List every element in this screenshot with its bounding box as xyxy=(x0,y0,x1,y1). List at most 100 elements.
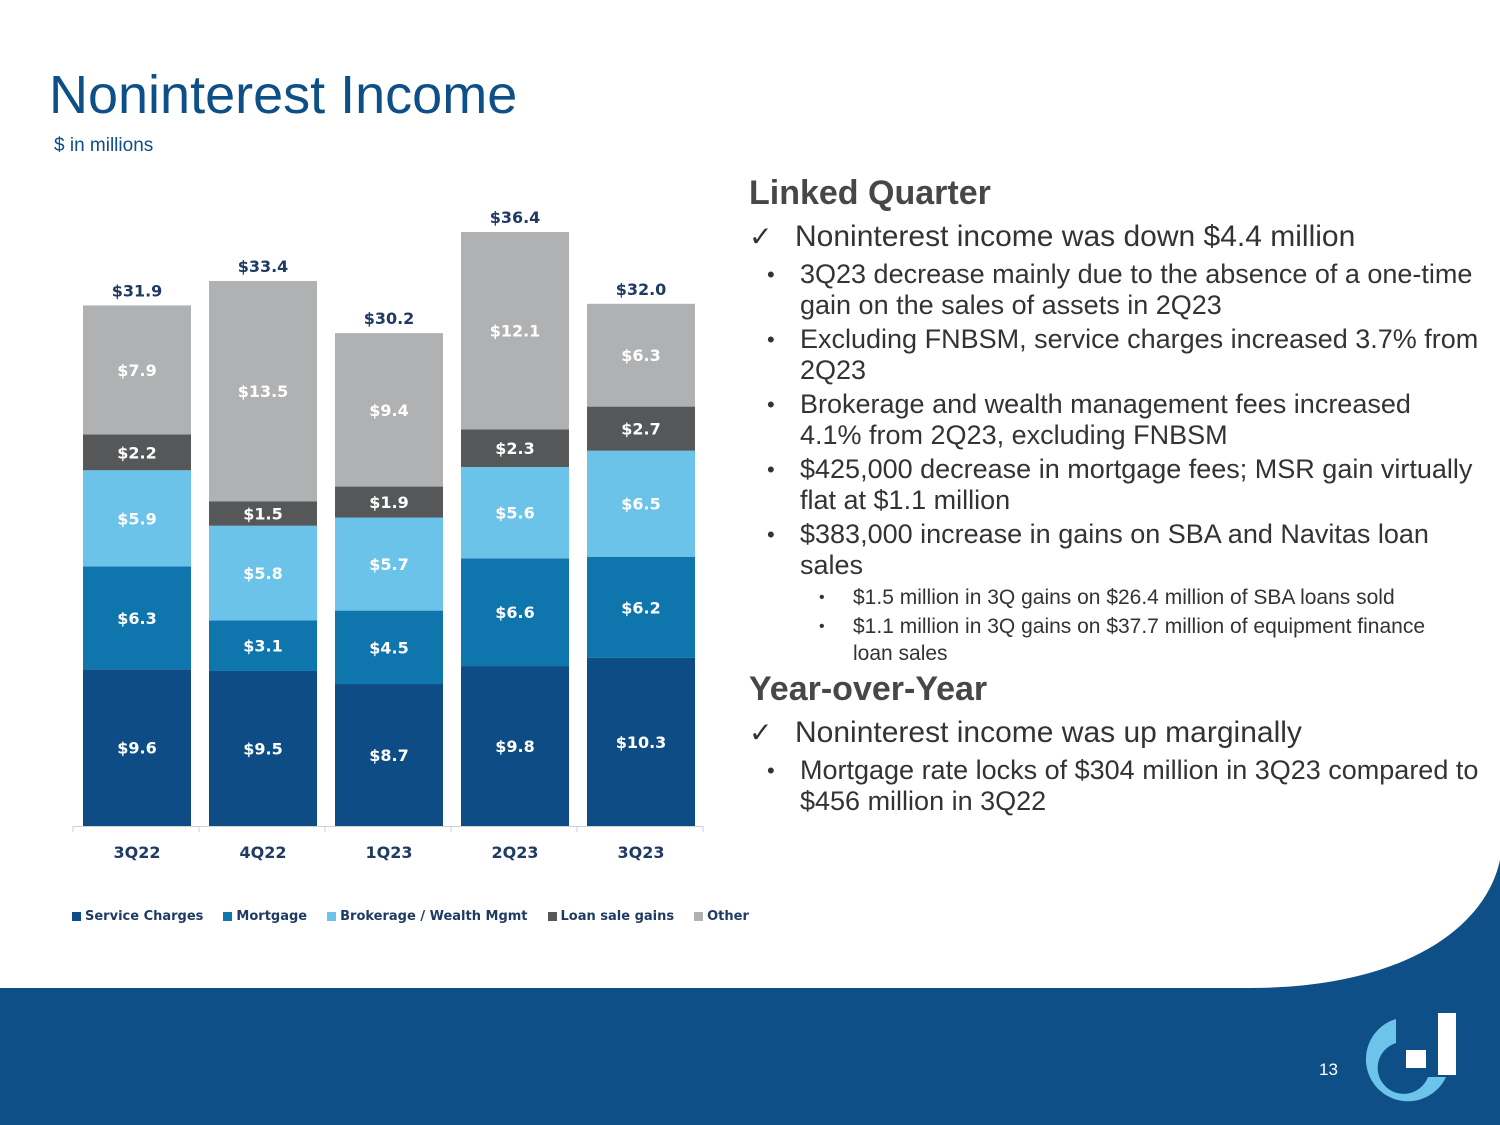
bar-segment-mortgage xyxy=(209,620,317,671)
bar-segment-brokerage-wealth-mgmt xyxy=(83,470,191,567)
data-label: $4.5 xyxy=(369,638,408,657)
logo-accent xyxy=(1406,1050,1426,1068)
linked-quarter-check: ✓ Noninterest income was down $4.4 milli… xyxy=(749,220,1479,255)
data-label: $3.1 xyxy=(243,637,282,656)
bullet-item: • Mortgage rate locks of $304 million in … xyxy=(749,755,1479,817)
data-label: $9.8 xyxy=(495,737,534,756)
footer-band xyxy=(0,860,1500,1125)
legend-item: Mortgage xyxy=(223,909,307,924)
bullet-icon: • xyxy=(767,757,775,783)
bar-segment-other xyxy=(461,232,569,430)
x-tick-label: 2Q23 xyxy=(492,843,539,862)
x-tick-label: 3Q22 xyxy=(114,843,161,862)
bar-segment-service-charges xyxy=(335,684,443,826)
data-label: $13.5 xyxy=(238,382,289,401)
data-label: $5.9 xyxy=(117,509,156,528)
bullet-item: • 3Q23 decrease mainly due to the absence… xyxy=(749,259,1479,321)
bullet-text: $383,000 increase in gains on SBA and Na… xyxy=(800,518,1429,580)
legend-label: Mortgage xyxy=(236,909,308,924)
checkmark-icon: ✓ xyxy=(749,221,773,253)
data-label: $5.6 xyxy=(495,504,534,523)
data-label: $12.1 xyxy=(490,322,541,341)
bullet-item: • $383,000 increase in gains on SBA and N… xyxy=(749,519,1479,581)
data-label: $5.7 xyxy=(369,555,408,574)
page-subtitle: $ in millions xyxy=(54,135,154,156)
bullet-icon: • xyxy=(767,261,775,287)
data-label: $2.3 xyxy=(495,439,534,458)
linked-quarter-check-text: Noninterest income was down $4.4 million xyxy=(795,220,1356,254)
bullet-icon: • xyxy=(767,456,775,482)
bullet-item: • $425,000 decrease in mortgage fees; MSR… xyxy=(749,454,1479,516)
legend-swatch xyxy=(694,912,704,921)
chart-legend: Service Charges Mortgage Brokerage / Wealt… xyxy=(72,909,749,924)
legend-label: Other xyxy=(707,909,749,924)
data-label: $7.9 xyxy=(117,361,156,380)
sub-bullet-item: • $1.1 million in 3Q gains on $37.7 milli… xyxy=(749,613,1453,667)
data-label: $6.5 xyxy=(621,495,660,514)
data-label: $6.3 xyxy=(117,609,156,628)
total-label: $36.4 xyxy=(490,208,541,227)
bullet-icon: • xyxy=(767,391,775,417)
page-title: Noninterest Income xyxy=(49,65,518,125)
logo-bar xyxy=(1438,1013,1456,1075)
x-tick-label: 3Q23 xyxy=(618,843,665,862)
bar-segment-loan-sale-gains xyxy=(587,406,695,451)
year-over-year-bullets: • Mortgage rate locks of $304 million in … xyxy=(749,755,1479,817)
bar-segment-loan-sale-gains xyxy=(209,501,317,526)
bar-segment-loan-sale-gains xyxy=(335,486,443,518)
sub-bullet-text: $1.1 million in 3Q gains on $37.7 millio… xyxy=(853,614,1426,665)
bar-segment-other xyxy=(209,280,317,502)
legend-label: Brokerage / Wealth Mgmt xyxy=(340,909,528,924)
legend-swatch xyxy=(547,912,557,921)
data-label: $8.7 xyxy=(369,746,408,765)
data-label: $5.8 xyxy=(243,564,282,583)
data-label: $9.6 xyxy=(117,739,156,758)
x-tick-label: 1Q23 xyxy=(366,843,413,862)
linked-quarter-bullets: • 3Q23 decrease mainly due to the absence… xyxy=(749,259,1479,581)
bar-segment-brokerage-wealth-mgmt xyxy=(335,517,443,611)
bar-segment-service-charges xyxy=(461,666,569,826)
data-label: $10.3 xyxy=(616,733,667,752)
bullet-text: Mortgage rate locks of $304 million in 3… xyxy=(800,754,1479,816)
bullet-icon: • xyxy=(819,588,825,606)
checkmark-icon: ✓ xyxy=(749,717,773,749)
year-over-year-heading: Year-over-Year xyxy=(749,669,988,708)
year-over-year-check-text: Noninterest income was up marginally xyxy=(795,716,1302,750)
legend-label: Service Charges xyxy=(85,909,204,924)
legend-swatch xyxy=(72,912,81,921)
bullet-item: • Excluding FNBSM, service charges increa… xyxy=(749,324,1479,386)
bar-segment-service-charges xyxy=(587,657,695,826)
bullet-item: • Brokerage and wealth management fees in… xyxy=(749,389,1479,451)
total-label: $30.2 xyxy=(364,309,415,328)
logo-arc xyxy=(1365,1019,1446,1102)
stacked-bar-chart: $9.6 $6.3 $5.9 $2.2 $7.9 $31.9 3Q22 $9.5 $3.1 $5.… xyxy=(72,208,704,862)
bar-segment-service-charges xyxy=(83,669,191,826)
linked-quarter-heading: Linked Quarter xyxy=(749,174,991,212)
data-label: $2.7 xyxy=(621,420,660,439)
data-label: $6.2 xyxy=(621,598,660,617)
bullet-text: 3Q23 decrease mainly due to the absence … xyxy=(800,258,1473,320)
year-over-year-check: ✓ Noninterest income was up marginally xyxy=(749,716,1479,751)
bar-segment-mortgage xyxy=(587,556,695,658)
legend-swatch xyxy=(327,912,337,921)
data-label: $6.6 xyxy=(495,603,534,622)
bullet-icon: • xyxy=(767,521,775,547)
bullet-text: $425,000 decrease in mortgage fees; MSR … xyxy=(800,453,1473,515)
bar-segment-brokerage-wealth-mgmt xyxy=(587,450,695,557)
sub-bullet-text: $1.5 million in 3Q gains on $26.4 millio… xyxy=(853,585,1395,609)
data-label: $9.4 xyxy=(369,401,408,420)
sub-bullet-item: • $1.5 million in 3Q gains on $26.4 milli… xyxy=(749,584,1453,611)
bar-segment-brokerage-wealth-mgmt xyxy=(461,466,569,559)
legend-item: Service Charges xyxy=(72,909,203,924)
total-label: $33.4 xyxy=(238,257,289,276)
data-label: $9.5 xyxy=(243,739,282,758)
bar-segment-other xyxy=(83,305,191,435)
bar-segment-mortgage xyxy=(461,558,569,667)
bullet-icon: • xyxy=(819,617,825,635)
bar-segment-mortgage xyxy=(335,610,443,685)
bullet-text: Brokerage and wealth management fees inc… xyxy=(800,388,1411,450)
bar-segment-brokerage-wealth-mgmt xyxy=(209,525,317,621)
page-number: 13 xyxy=(1319,1060,1338,1079)
legend-item: Brokerage / Wealth Mgmt xyxy=(327,909,528,924)
